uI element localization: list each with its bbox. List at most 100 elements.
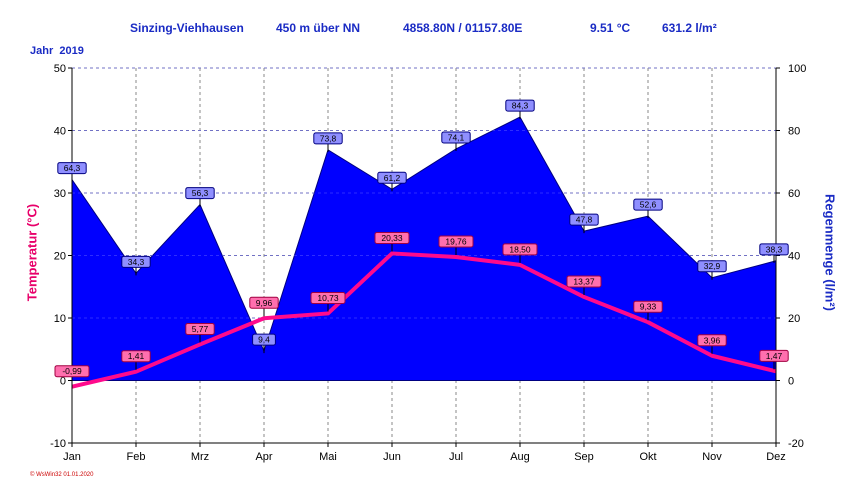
y-left-tick-label: -10 — [50, 438, 66, 450]
rain-label: 34,3 — [121, 255, 151, 276]
x-tick-label: Jul — [449, 451, 463, 463]
rain-label: 64,3 — [57, 162, 87, 182]
rain-label: 56,3 — [185, 187, 215, 207]
x-tick-label: Mai — [319, 451, 337, 463]
y-right-tick-label: 80 — [788, 126, 800, 138]
x-tick-label: Aug — [510, 451, 530, 463]
label-text: -0,99 — [62, 366, 82, 376]
label-text: 47,8 — [576, 215, 593, 225]
rain-label: 52,6 — [633, 198, 663, 219]
label-text: 64,3 — [64, 163, 81, 173]
label-box — [759, 243, 789, 256]
label-box — [441, 131, 471, 144]
label-text: 9,4 — [258, 335, 270, 345]
footer-copyright: © WsWin32 01.01.2020 — [30, 472, 94, 478]
y-right-ticks: -20 0 20 40 60 80 100 — [776, 63, 806, 450]
y-left-ticks: -10 0 10 20 30 40 50 — [50, 63, 72, 450]
temperature-label: 20,33 — [374, 231, 410, 252]
y-right-tick-label: 0 — [788, 376, 794, 388]
total-rainfall: 631.2 l/m² — [662, 21, 717, 35]
rain-label: 47,8 — [569, 213, 599, 234]
label-box — [121, 350, 151, 363]
rain-label: 74,1 — [441, 131, 471, 151]
label-box — [438, 235, 474, 248]
y-right-tick-label: -20 — [788, 438, 804, 450]
label-box — [252, 333, 276, 346]
label-text: 61,2 — [384, 173, 401, 183]
label-text: 1,41 — [128, 351, 145, 361]
temperature-label: 1,47 — [759, 349, 789, 370]
station-name: Sinzing-Viehhausen — [130, 21, 244, 35]
station-coordinates: 4858.80N / 01157.80E — [403, 21, 523, 35]
label-box — [569, 213, 599, 226]
label-box — [505, 99, 535, 112]
y-left-tick-label: 10 — [54, 313, 66, 325]
label-box — [249, 296, 279, 309]
x-ticks: Jan Feb Mrz Apr Mai Jun Jul Aug Sep Okt Nov Dez — [63, 443, 786, 463]
x-tick-label: Feb — [127, 451, 146, 463]
label-text: 20,33 — [381, 233, 403, 243]
label-box — [633, 300, 663, 313]
x-tick-label: Okt — [639, 451, 656, 463]
label-box — [185, 187, 215, 200]
label-text: 9,33 — [640, 302, 657, 312]
label-text: 18,50 — [509, 244, 531, 254]
y-right-tick-label: 60 — [788, 188, 800, 200]
label-text: 10,73 — [317, 293, 339, 303]
temperature-label: 9,96 — [249, 296, 279, 317]
x-tick-label: Dez — [766, 451, 786, 463]
rain-data-labels: 64,3 34,3 56,3 9,4 73,8 61,2 74,1 84,3 47,8 52,6 3… — [57, 99, 789, 354]
rain-label: 61,2 — [377, 171, 407, 192]
y-left-tick-label: 20 — [54, 251, 66, 263]
label-box — [697, 260, 727, 273]
x-tick-label: Apr — [255, 451, 272, 463]
temperature-label: 10,73 — [310, 291, 346, 312]
label-box — [377, 171, 407, 184]
temperature-data-labels: -0,99 1,41 5,77 9,96 10,73 20,33 19,76 18,50 13,… — [54, 231, 789, 385]
label-box — [54, 365, 90, 378]
x-tick-label: Mrz — [191, 451, 209, 463]
label-text: 74,1 — [448, 132, 465, 142]
label-box — [697, 334, 727, 347]
label-text: 19,76 — [445, 237, 467, 247]
rain-label: 73,8 — [313, 132, 343, 152]
y-right-tick-label: 100 — [788, 63, 806, 75]
label-text: 56,3 — [192, 188, 209, 198]
label-text: 9,96 — [256, 298, 273, 308]
label-box — [759, 349, 789, 362]
rain-label: 84,3 — [505, 99, 535, 120]
label-box — [566, 275, 602, 288]
label-text: 5,77 — [192, 324, 209, 334]
x-tick-label: Sep — [574, 451, 594, 463]
temperature-label: 19,76 — [438, 235, 474, 255]
y-left-tick-label: 40 — [54, 126, 66, 138]
temperature-label: 3,96 — [697, 334, 727, 354]
rain-label: 32,9 — [697, 260, 727, 280]
y-left-tick-label: 30 — [54, 188, 66, 200]
y-left-tick-label: 0 — [60, 376, 66, 388]
temperature-line — [71, 251, 777, 389]
label-box — [633, 198, 663, 211]
x-tick-label: Jan — [63, 451, 81, 463]
station-altitude: 450 m über NN — [276, 21, 361, 35]
temperature-label: 13,37 — [566, 275, 602, 295]
rain-label: 38,3 — [759, 243, 789, 263]
rain-area-shape — [71, 116, 777, 381]
x-tick-label: Nov — [702, 451, 722, 463]
label-text: 13,37 — [573, 276, 595, 286]
label-box — [57, 162, 87, 175]
temperature-label: 1,41 — [121, 350, 151, 370]
label-text: 38,3 — [766, 244, 783, 254]
label-box — [502, 243, 538, 256]
temperature-label: 9,33 — [633, 300, 663, 321]
temperature-label: 18,50 — [502, 243, 538, 263]
label-box — [310, 291, 346, 304]
temperature-polyline — [71, 251, 777, 389]
label-box — [185, 322, 215, 335]
y-right-tick-label: 40 — [788, 251, 800, 263]
label-text: 34,3 — [128, 257, 145, 267]
y-right-tick-label: 20 — [788, 313, 800, 325]
label-text: 52,6 — [640, 200, 657, 210]
label-box — [313, 132, 343, 145]
